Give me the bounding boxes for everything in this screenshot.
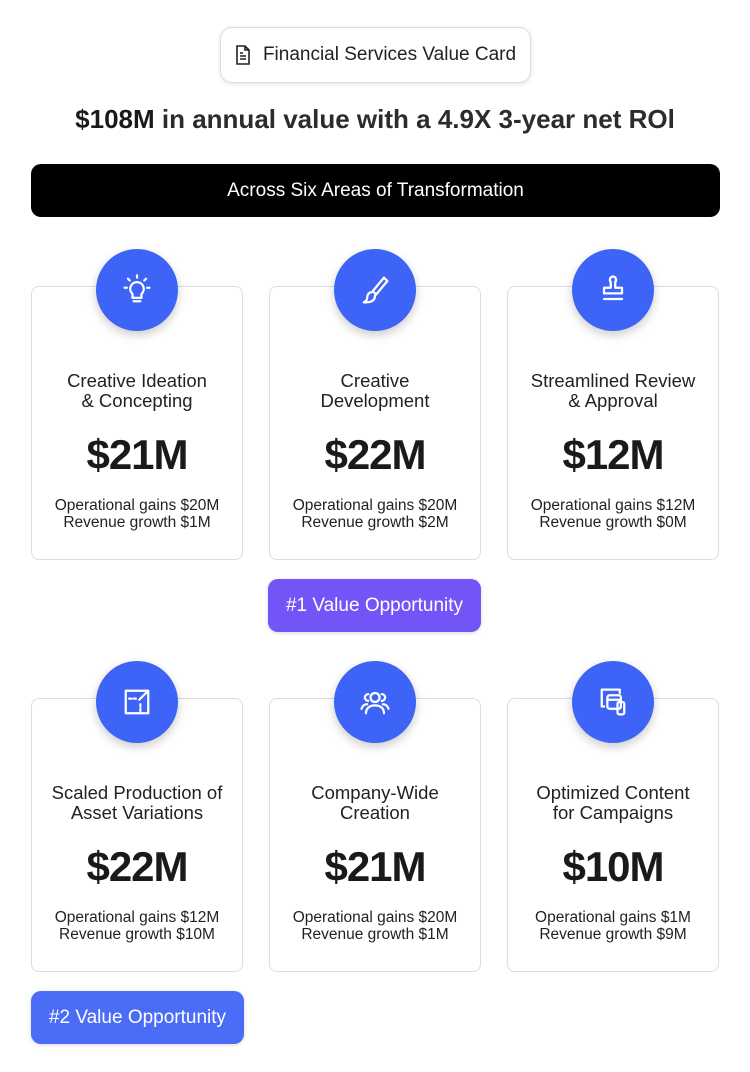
icon-circle bbox=[572, 661, 654, 743]
value-card: Scaled Production of Asset Variations $22… bbox=[31, 698, 243, 972]
card-title: Company-Wide Creation bbox=[270, 783, 480, 823]
operational-gains: Operational gains $20M bbox=[292, 909, 458, 926]
card-title: Creative Development bbox=[270, 371, 480, 411]
revenue-growth: Revenue growth $10M bbox=[59, 926, 215, 943]
card-value: $22M bbox=[86, 843, 188, 890]
title-pill: Financial Services Value Card bbox=[220, 27, 531, 83]
card-value: $12M bbox=[562, 431, 664, 478]
icon-circle bbox=[96, 249, 178, 331]
value-card: Company-Wide Creation $21M Operational ga… bbox=[269, 698, 481, 972]
card-title-line: Asset Variations bbox=[70, 802, 204, 823]
icon-circle bbox=[96, 661, 178, 743]
card-title: Scaled Production of Asset Variations bbox=[32, 783, 242, 823]
card-title: Streamlined Review & Approval bbox=[508, 371, 718, 411]
card-details: Operational gains $12M Revenue growth $0M bbox=[508, 497, 718, 531]
section-banner: Across Six Areas of Transformation bbox=[31, 164, 720, 217]
operational-gains: Operational gains $20M bbox=[54, 497, 220, 514]
card-value: $21M bbox=[86, 431, 188, 478]
card-details: Operational gains $12M Revenue growth $10… bbox=[32, 909, 242, 943]
resize-icon bbox=[124, 689, 150, 715]
revenue-growth: Revenue growth $2M bbox=[301, 514, 449, 531]
card-title-line: Creative Ideation bbox=[67, 370, 207, 391]
card-title-line: Creation bbox=[340, 802, 410, 823]
users-icon bbox=[360, 691, 390, 715]
card-title: Optimized Content for Campaigns bbox=[508, 783, 718, 823]
headline-text: in annual value with a 4.9X 3-year net R… bbox=[154, 104, 675, 134]
card-title-line: Development bbox=[320, 390, 430, 411]
card-value: $21M bbox=[324, 843, 426, 890]
value-card: Streamlined Review & Approval $12M Operat… bbox=[507, 286, 719, 560]
card-title-line: Creative bbox=[340, 370, 410, 391]
icon-circle bbox=[334, 661, 416, 743]
document-icon bbox=[236, 45, 250, 65]
card-title: Creative Ideation & Concepting bbox=[32, 371, 242, 411]
card-details: Operational gains $1M Revenue growth $9M bbox=[508, 909, 718, 943]
card-title-line: Optimized Content bbox=[536, 782, 690, 803]
revenue-growth: Revenue growth $1M bbox=[301, 926, 449, 943]
card-value: $10M bbox=[562, 843, 664, 890]
value-opportunity-2-badge: #2 Value Opportunity bbox=[31, 991, 244, 1044]
card-value: $22M bbox=[324, 431, 426, 478]
card-title-line: & Concepting bbox=[81, 390, 193, 411]
operational-gains: Operational gains $12M bbox=[54, 909, 220, 926]
page-title: Financial Services Value Card bbox=[262, 44, 517, 65]
operational-gains: Operational gains $1M bbox=[535, 909, 691, 926]
card-title-line: & Approval bbox=[568, 390, 658, 411]
card-title-line: Company-Wide bbox=[311, 782, 439, 803]
operational-gains: Operational gains $20M bbox=[292, 497, 458, 514]
value-card: Creative Development $22M Operational gai… bbox=[269, 286, 481, 560]
card-title-line: for Campaigns bbox=[552, 802, 674, 823]
operational-gains: Operational gains $12M bbox=[530, 497, 696, 514]
icon-circle bbox=[572, 249, 654, 331]
brush-icon bbox=[362, 276, 389, 304]
devices-icon bbox=[600, 688, 626, 716]
value-card: Optimized Content for Campaigns $10M Oper… bbox=[507, 698, 719, 972]
card-details: Operational gains $20M Revenue growth $1M bbox=[32, 497, 242, 531]
card-title-line: Streamlined Review bbox=[530, 370, 696, 391]
lightbulb-icon bbox=[123, 274, 151, 303]
revenue-growth: Revenue growth $9M bbox=[539, 926, 687, 943]
value-card: Creative Ideation & Concepting $21M Opera… bbox=[31, 286, 243, 560]
value-opportunity-1-badge: #1 Value Opportunity bbox=[268, 579, 481, 632]
revenue-growth: Revenue growth $0M bbox=[539, 514, 687, 531]
revenue-growth: Revenue growth $1M bbox=[63, 514, 211, 531]
headline: $108M in annual value with a 4.9X 3-year… bbox=[0, 104, 750, 135]
card-details: Operational gains $20M Revenue growth $2M bbox=[270, 497, 480, 531]
card-details: Operational gains $20M Revenue growth $1M bbox=[270, 909, 480, 943]
icon-circle bbox=[334, 249, 416, 331]
card-title-line: Scaled Production of bbox=[51, 782, 223, 803]
headline-value: $108M bbox=[75, 104, 155, 134]
stamp-icon bbox=[602, 275, 624, 301]
